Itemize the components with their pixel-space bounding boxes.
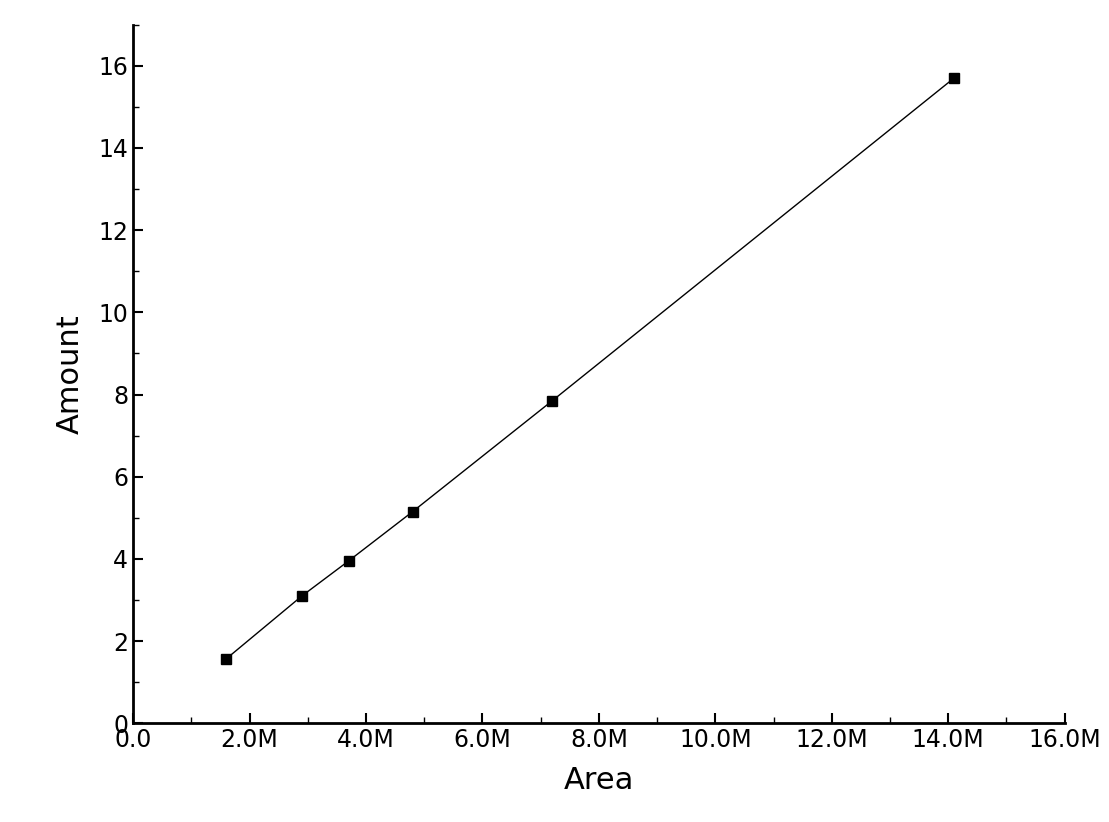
X-axis label: Area: Area [563,766,634,795]
Y-axis label: Amount: Amount [55,314,84,434]
